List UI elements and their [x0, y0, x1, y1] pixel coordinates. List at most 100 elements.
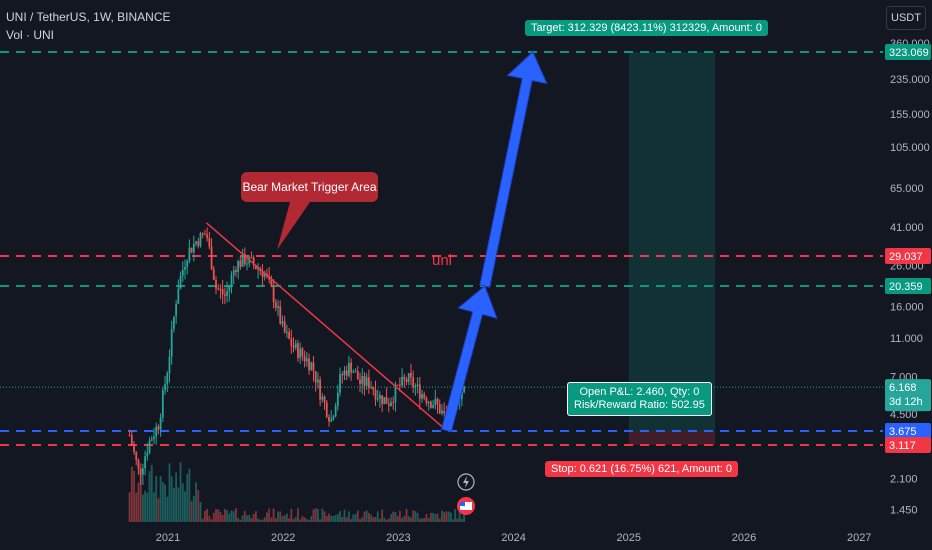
candle-body [418, 384, 421, 399]
candle-body [246, 263, 248, 265]
volume-bar [215, 509, 217, 522]
candle-body [274, 302, 277, 308]
volume-bar [232, 511, 235, 522]
candle-body [252, 257, 255, 266]
candle-body [153, 436, 155, 440]
volume-bar [332, 516, 335, 522]
volume-bar [266, 512, 268, 522]
volume-bar [155, 475, 158, 522]
candle-body [150, 439, 153, 441]
volume-bars [128, 462, 466, 522]
volume-bar [416, 512, 419, 522]
candle-body [379, 395, 381, 399]
volume-bar [434, 513, 437, 522]
candle-body [414, 386, 417, 388]
volume-bar [226, 510, 228, 522]
volume-bar [392, 511, 395, 522]
candle-body [401, 376, 403, 386]
candle-body [137, 459, 140, 469]
time-tick-label: 2025 [617, 532, 641, 544]
volume-bar [268, 508, 271, 522]
volume-bar [141, 494, 144, 522]
candle-body [392, 402, 395, 404]
volume-bar [285, 513, 288, 522]
symbol-line: UNI / TetherUS, 1W, BINANCE [6, 10, 171, 24]
volume-bar [458, 510, 461, 522]
time-tick-label: 2022 [271, 532, 295, 544]
volume-bar [334, 515, 337, 522]
time-tick-label: 2023 [386, 532, 410, 544]
volume-bar [139, 463, 142, 522]
volume-bar [354, 514, 357, 522]
level-tag [885, 278, 931, 295]
candle-body [221, 289, 224, 295]
volume-bar [352, 514, 355, 522]
volume-bar [157, 498, 160, 522]
candle-body [144, 456, 147, 469]
candle-body [398, 384, 401, 386]
candle-body [197, 241, 200, 247]
lightning-icon-glyph [463, 476, 469, 488]
volume-bar [177, 487, 180, 522]
candle-body [376, 398, 379, 400]
volume-bar [199, 501, 202, 522]
flag-icon-inner [460, 502, 472, 510]
flag-icon-canton [460, 502, 465, 506]
candle-body [226, 291, 228, 296]
candle-body [345, 370, 348, 376]
price-tick-label: 65.000 [890, 183, 924, 195]
price-tick-label: 4.500 [890, 409, 918, 421]
volume-bar [403, 515, 406, 522]
candle-body [235, 270, 237, 272]
volume-bar [137, 482, 140, 522]
callout-label: Bear Market Trigger Area [241, 172, 378, 202]
candle-body [443, 410, 446, 414]
candle-body [281, 321, 284, 324]
candles [128, 227, 466, 485]
time-tick-label: 2024 [501, 532, 525, 544]
profit-zone [628, 52, 716, 432]
volume-bar [166, 496, 169, 522]
volume-bar [161, 482, 164, 522]
volume-bar [210, 519, 213, 522]
candle-body [308, 358, 310, 371]
candle-body [223, 294, 226, 296]
volume-bar [237, 517, 240, 522]
candle-body [168, 356, 171, 374]
volume-label: Vol · UNI [6, 28, 55, 42]
candle-body [441, 410, 443, 414]
candle-body [141, 468, 144, 475]
volume-bar [401, 517, 403, 522]
volume-bar [336, 513, 339, 522]
candle-body [381, 395, 384, 405]
volume-bar [135, 492, 138, 522]
volume-bar [330, 515, 333, 522]
volume-bar [325, 516, 328, 522]
candle-body [354, 371, 357, 373]
candle-body [336, 392, 339, 406]
price-tick-label: 11.000 [890, 333, 923, 345]
volume-bar [250, 518, 253, 522]
candle-body [390, 402, 392, 406]
volume-bar [463, 510, 466, 522]
volume-bar [195, 482, 197, 522]
volume-bar [208, 515, 211, 522]
candle-body [310, 362, 313, 371]
volume-bar [405, 508, 408, 522]
volume-bar [410, 517, 412, 522]
candle-body [210, 246, 213, 270]
volume-bar [432, 512, 435, 522]
candle-body [195, 241, 197, 244]
volume-bar [274, 518, 277, 522]
volume-bar [328, 513, 330, 522]
candle-body [363, 375, 366, 386]
volume-bar [429, 512, 432, 522]
volume-bar [188, 468, 191, 522]
volume-bar [243, 511, 246, 522]
currency-button[interactable]: USDT [886, 6, 926, 30]
candle-body [164, 384, 166, 391]
volume-bar [175, 472, 178, 522]
candle-body [343, 370, 346, 376]
candle-body [177, 288, 180, 304]
